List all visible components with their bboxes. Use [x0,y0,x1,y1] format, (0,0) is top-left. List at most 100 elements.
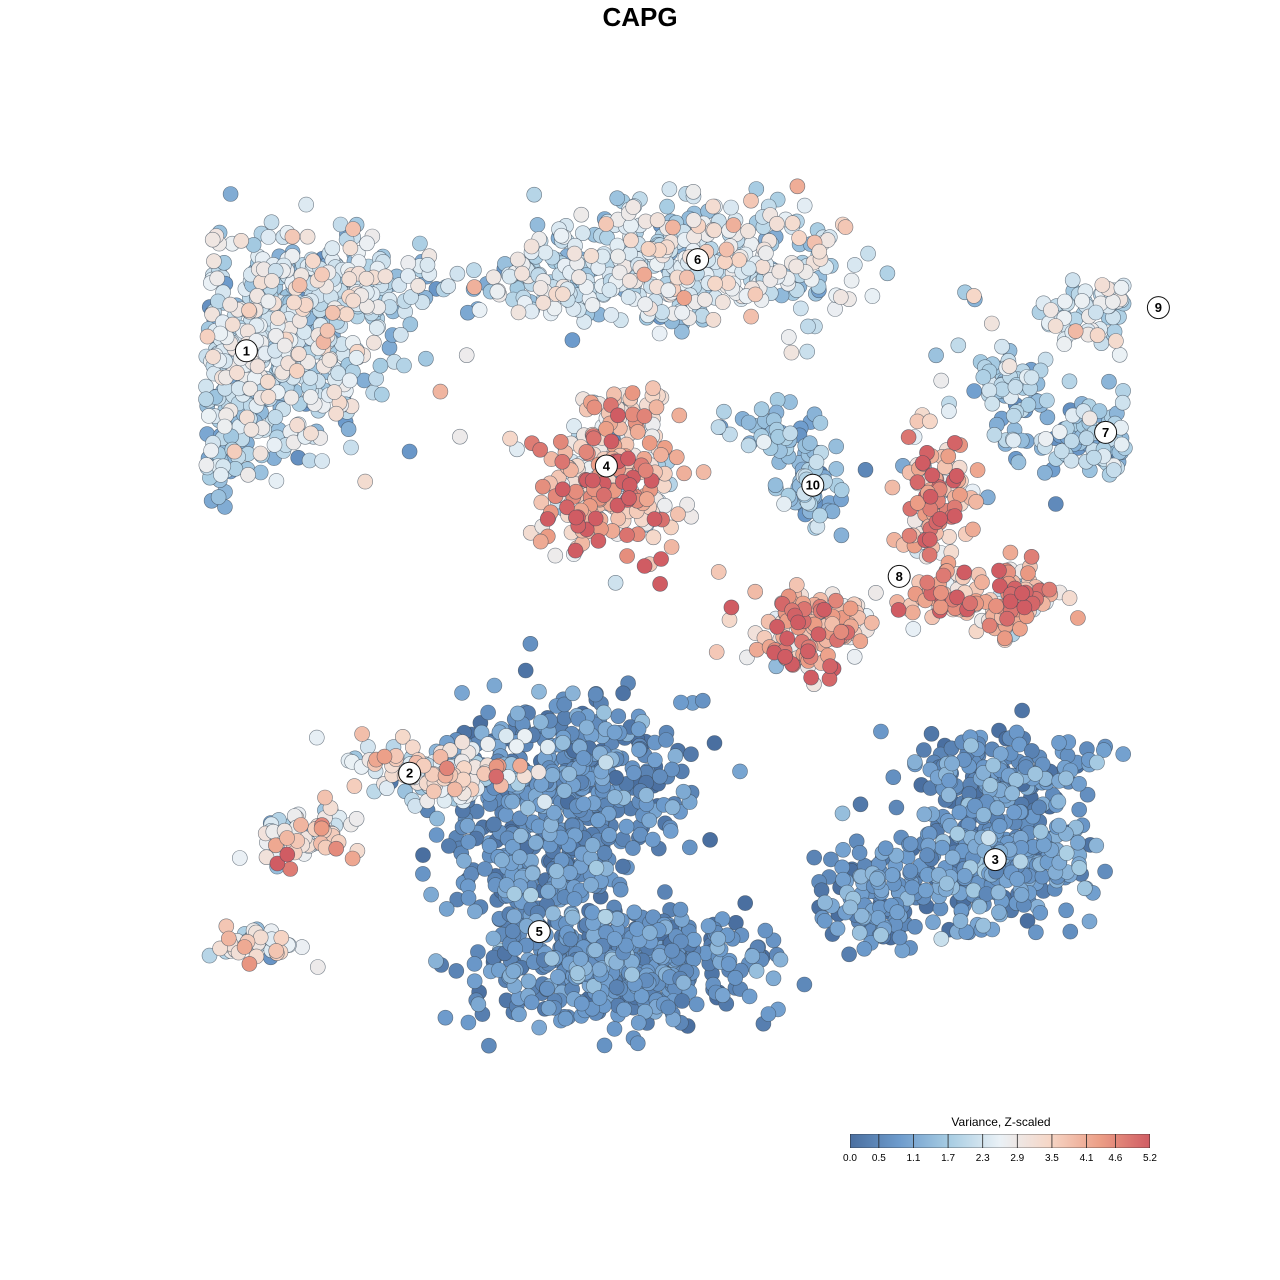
cell-point [348,349,365,366]
cell-point [377,268,394,285]
cell-point [664,799,681,816]
cell-point [660,282,677,299]
cell-point [260,389,277,405]
cell-point [615,685,631,702]
cell-point [341,271,358,287]
cell-point [396,357,412,374]
cell-point [966,288,982,304]
cluster-label-4: 4 [594,454,618,478]
cell-point [504,923,521,939]
cell-point [843,272,860,289]
cell-point [788,258,805,275]
cell-point [531,683,547,700]
cell-point [324,240,341,256]
cell-point [345,292,362,309]
cell-point [999,610,1015,627]
cell-point [1113,279,1130,296]
colorbar-title: Variance, Z-scaled [951,1115,1051,1129]
cell-point [317,789,333,806]
cell-point [1088,304,1104,321]
cell-point [702,832,718,848]
cell-point [938,875,955,892]
cell-point [812,507,828,524]
cell-point [534,478,551,495]
cell-point [591,990,608,1006]
cell-point [575,750,592,766]
cell-point [229,365,245,381]
cell-point [460,834,477,850]
cell-point [372,357,389,374]
cell-point [637,296,654,313]
cell-point [543,950,560,967]
cell-point [290,346,307,362]
cell-point [511,849,528,866]
svg-text:10: 10 [806,478,820,493]
cell-point [810,626,827,643]
cell-point [597,909,614,925]
cell-point [466,279,483,295]
cell-point [345,221,361,237]
cell-point [354,726,370,742]
svg-text:9: 9 [1155,300,1162,315]
cell-point [618,818,635,835]
cell-point [410,277,427,294]
cell-point [512,827,529,844]
cell-point [956,564,973,581]
cell-point [873,723,889,740]
cell-point [1005,407,1022,424]
cell-point [612,881,629,898]
cell-point [1039,392,1055,409]
cell-point [1111,346,1128,363]
cell-point [1007,379,1024,395]
cell-point [587,686,604,703]
cell-point [584,837,601,853]
cell-point [894,942,911,959]
cell-point [241,302,257,319]
cell-point [641,924,658,941]
cell-point [566,418,582,434]
cell-point [981,382,998,399]
cell-point [922,488,939,505]
cell-point [494,852,510,868]
chart-title: CAPG [602,2,678,32]
cell-point [653,551,669,567]
cell-point [664,942,680,959]
cell-point [204,231,221,248]
cell-point [571,269,587,286]
cell-point [537,244,554,261]
cell-point [1061,373,1078,390]
cell-point [1019,913,1036,929]
cell-point [291,277,308,293]
cell-point [607,574,624,591]
cell-point [636,558,653,574]
cell-point [480,736,496,752]
cell-point [707,275,723,292]
cell-point [553,227,570,244]
cell-point [1094,277,1111,293]
svg-text:7: 7 [1102,425,1109,440]
cell-point [863,614,880,631]
cell-point [1037,464,1053,481]
cell-point [1009,871,1026,887]
cell-point [212,940,228,957]
cell-point [1086,449,1102,466]
cluster-label-2: 2 [398,761,422,785]
cell-point [743,308,759,325]
cell-point [748,641,765,658]
cell-point [566,891,583,907]
cell-point [658,732,674,748]
cell-point [198,457,215,473]
cell-point [523,238,540,255]
cell-point [986,426,1003,443]
cell-point [992,746,1009,762]
cell-point [1011,736,1028,753]
cell-point [510,304,527,321]
cell-point [1058,770,1074,787]
cell-point [789,178,806,195]
cell-point [1058,845,1075,861]
cell-point [470,996,487,1013]
cell-point [506,908,522,925]
cell-point [224,316,241,333]
cell-point [982,777,999,793]
cell-point [298,196,315,213]
